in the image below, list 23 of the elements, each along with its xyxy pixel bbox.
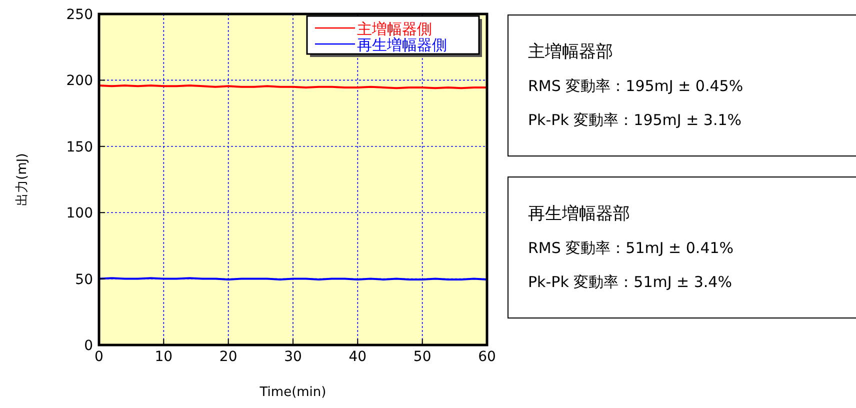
x-tick-label: 50 [413,349,432,365]
legend-label: 主増幅器側 [357,20,432,38]
legend-label: 再生増幅器側 [357,36,447,54]
y-tick-label: 250 [66,7,93,23]
text: RMS 変動率：195mJ ± 0.45% [528,77,744,95]
text: RMS 変動率：51mJ ± 0.41% [528,239,734,257]
y-tick-label: 100 [66,206,93,222]
y-tick-label: 150 [66,139,93,156]
x-tick-label: 0 [94,349,104,365]
y-tick-label: 0 [84,338,93,354]
y-tick-label: 50 [75,272,93,288]
x-axis-title: Time(min) [258,385,326,400]
x-tick-label: 10 [154,349,173,365]
y-tick-label: 200 [66,73,93,90]
x-tick-label: 30 [284,349,302,365]
x-tick-label: 20 [219,349,238,365]
text: 主増幅器部 [528,42,613,62]
x-tick-label: 40 [348,349,367,365]
y-axis-title: 出力(mJ) [15,153,30,206]
text: Pk-Pk 変動率：195mJ ± 3.1% [528,111,742,129]
text: Pk-Pk 変動率：51mJ ± 3.4% [528,273,732,291]
text: 再生増幅器部 [528,204,630,224]
x-tick-label: 60 [478,349,496,365]
